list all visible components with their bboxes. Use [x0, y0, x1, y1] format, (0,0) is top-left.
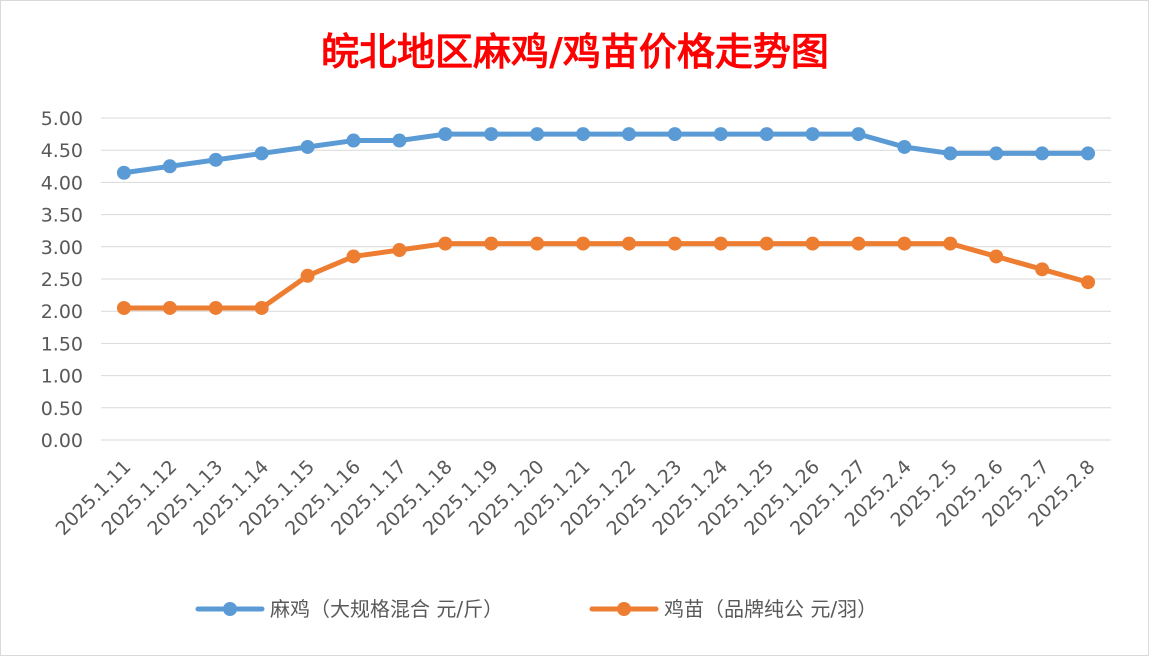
data-point: [897, 236, 912, 251]
data-point: [759, 236, 774, 251]
legend-label: 麻鸡（大规格混合 元/斤）: [270, 597, 503, 621]
series-2: [116, 236, 1096, 315]
y-tick-label: 3.00: [41, 237, 83, 259]
data-point: [713, 236, 728, 251]
data-point: [897, 139, 912, 154]
data-point: [392, 243, 407, 258]
data-point: [530, 236, 545, 251]
y-tick-label: 0.50: [41, 398, 83, 420]
legend-swatch-marker: [617, 602, 631, 616]
data-point: [346, 249, 361, 264]
y-tick-label: 5.00: [41, 108, 83, 130]
data-point: [1035, 146, 1050, 161]
data-point: [1081, 146, 1096, 161]
series-1: [116, 127, 1096, 180]
series-line: [121, 241, 1091, 311]
data-point: [621, 127, 636, 142]
data-point: [851, 236, 866, 251]
data-point: [346, 133, 361, 148]
y-axis-ticks: 0.00 0.50 1.00 1.50 2.00 2.50 3.00 3.50 4.00 4.50…: [41, 108, 83, 452]
x-axis-ticks: 2025.1.112025.1.122025.1.132025.1.142025…: [52, 456, 1100, 540]
data-point: [989, 249, 1004, 264]
data-point: [162, 159, 177, 174]
data-point: [300, 268, 315, 283]
chart-title: 皖北地区麻鸡/鸡苗价格走势图: [321, 29, 829, 74]
data-point: [805, 127, 820, 142]
data-point: [576, 127, 591, 142]
data-point: [116, 300, 131, 315]
data-point: [392, 133, 407, 148]
data-point: [300, 139, 315, 154]
legend-swatch-marker: [223, 602, 237, 616]
legend-item-2: 鸡苗（品牌纯公 元/羽）: [589, 597, 877, 621]
series-line: [121, 131, 1091, 176]
data-point: [254, 300, 269, 315]
series-layer: [116, 127, 1096, 315]
y-tick-label: 4.50: [41, 140, 83, 162]
legend-label: 鸡苗（品牌纯公 元/羽）: [664, 597, 877, 621]
data-point: [1081, 275, 1096, 290]
y-tick-label: 1.50: [41, 333, 83, 355]
legend: 麻鸡（大规格混合 元/斤） 鸡苗（品牌纯公 元/羽）: [195, 597, 877, 621]
data-point: [530, 127, 545, 142]
data-point: [989, 146, 1004, 161]
data-point: [162, 300, 177, 315]
data-point: [438, 127, 453, 142]
data-point: [438, 236, 453, 251]
data-point: [576, 236, 591, 251]
data-point: [484, 127, 499, 142]
data-point: [667, 127, 682, 142]
data-point: [759, 127, 774, 142]
legend-item-1: 麻鸡（大规格混合 元/斤）: [195, 597, 503, 621]
y-tick-label: 2.00: [41, 301, 83, 323]
gridlines: [101, 117, 1111, 441]
data-point: [1035, 262, 1050, 277]
y-tick-label: 0.00: [41, 430, 83, 452]
data-point: [621, 236, 636, 251]
data-point: [943, 146, 958, 161]
y-tick-label: 3.50: [41, 205, 83, 227]
data-point: [208, 300, 223, 315]
data-point: [943, 236, 958, 251]
y-tick-label: 4.00: [41, 172, 83, 194]
data-point: [805, 236, 820, 251]
data-point: [484, 236, 499, 251]
data-point: [851, 127, 866, 142]
data-point: [713, 127, 728, 142]
data-point: [667, 236, 682, 251]
y-tick-label: 1.00: [41, 366, 83, 388]
data-point: [208, 152, 223, 167]
data-point: [254, 146, 269, 161]
data-point: [116, 165, 131, 180]
y-tick-label: 2.50: [41, 269, 83, 291]
